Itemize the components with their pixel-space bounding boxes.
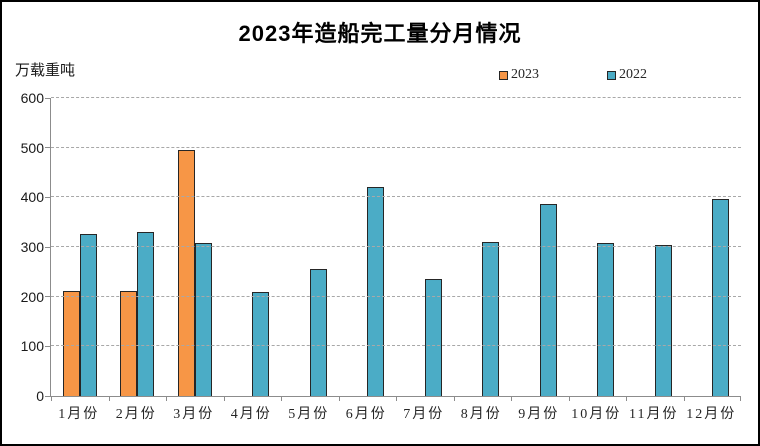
x-axis-label-5月份: 5月份 [288, 407, 330, 422]
month-group-5月份 [281, 98, 339, 396]
y-axis-tick [45, 345, 50, 347]
month-group-11月份 [626, 98, 684, 396]
x-axis-label-11月份: 11月份 [629, 407, 679, 422]
y-axis-label-100: 100 [20, 338, 44, 355]
bar-2022-3月份 [194, 243, 212, 396]
month-group-1月份 [51, 98, 109, 396]
y-axis-tick [45, 97, 50, 99]
x-axis-tick [166, 396, 167, 401]
y-axis-tick [45, 196, 50, 198]
legend: 2023 2022 [499, 67, 647, 83]
bar-2022-12月份 [712, 199, 730, 396]
month-group-9月份 [511, 98, 569, 396]
plot-area [50, 97, 741, 401]
x-axis-tick [453, 396, 455, 401]
y-axis-label-0: 0 [36, 388, 44, 404]
x-axis-tick [396, 396, 397, 401]
month-group-10月份 [569, 98, 627, 396]
bars-container [51, 98, 741, 396]
gridline-600 [51, 97, 741, 98]
y-axis-tick [45, 296, 50, 298]
x-axis-tick [281, 396, 282, 401]
gridline-400 [51, 196, 741, 198]
x-axis-labels: 1月份 2月份 3月份 4月份 5月份 6月份 7月份 8月份 9月份 10月份 11月份 12月份 [50, 403, 740, 423]
bar-2022-11月份 [654, 245, 672, 396]
y-axis-label-400: 400 [20, 189, 44, 206]
x-axis-tick [511, 396, 512, 401]
bar-2022-2月份 [137, 232, 155, 396]
legend-swatch-icon [607, 70, 616, 80]
month-group-2月份 [109, 98, 167, 396]
y-axis-tick [45, 147, 50, 149]
bar-2022-9月份 [539, 203, 557, 396]
y-axis-unit-label: 万载重吨 [15, 62, 76, 79]
bar-2022-5月份 [309, 268, 327, 396]
y-axis-tick [45, 246, 50, 248]
x-axis-label-4月份: 4月份 [230, 407, 272, 422]
bar-2022-8月份 [482, 241, 500, 396]
bar-2023-3月份 [177, 150, 195, 396]
y-axis-label-600: 600 [20, 90, 44, 106]
chart-title: 2023年造船完工量分月情况 [238, 21, 522, 46]
month-group-8月份 [454, 98, 512, 396]
y-axis-labels: 0 100 200 300 400 500 600 [2, 90, 44, 404]
y-axis-label-200: 200 [20, 288, 44, 305]
legend-swatch-icon [499, 70, 508, 80]
gridline-300 [51, 246, 741, 247]
x-axis-label-1月份: 1月份 [58, 407, 100, 422]
x-axis-tick [568, 396, 570, 401]
bar-2023-2月份 [120, 291, 138, 396]
legend-label: 2022 [619, 67, 647, 82]
x-axis-label-9月份: 9月份 [518, 407, 560, 422]
x-axis-tick [108, 396, 110, 401]
y-axis-tick [45, 395, 50, 397]
x-axis-label-8月份: 8月份 [460, 407, 502, 422]
x-axis-label-12月份: 12月份 [686, 407, 737, 422]
gridline-500 [51, 146, 741, 148]
gridline-100 [51, 345, 741, 347]
month-group-4月份 [224, 98, 282, 396]
y-axis-label-500: 500 [20, 139, 44, 156]
y-axis-tick-marks [45, 97, 50, 397]
legend-item-2022: 2022 [607, 67, 647, 83]
legend-label: 2023 [511, 67, 539, 82]
x-axis-label-7月份: 7月份 [403, 407, 445, 422]
month-group-3月份 [166, 98, 224, 396]
x-axis-tick [740, 396, 741, 401]
x-axis-label-6月份: 6月份 [345, 407, 387, 422]
gridline-200 [51, 295, 741, 297]
x-axis-tick [51, 396, 52, 401]
bar-2022-1月份 [79, 233, 97, 396]
y-axis-label-300: 300 [20, 239, 44, 255]
x-axis-tick [223, 396, 225, 401]
x-axis-label-2月份: 2月份 [115, 407, 157, 422]
bar-2022-6月份 [367, 186, 385, 396]
bar-2022-4月份 [252, 292, 270, 396]
bar-2023-1月份 [62, 291, 80, 396]
month-group-6月份 [339, 98, 397, 396]
legend-item-2023: 2023 [499, 67, 539, 83]
x-axis-label-10月份: 10月份 [571, 407, 622, 422]
x-axis-tick [683, 396, 685, 401]
x-axis-label-3月份: 3月份 [173, 407, 215, 422]
month-group-12月份 [684, 98, 742, 396]
bar-2022-7月份 [424, 279, 442, 396]
x-axis-tick [338, 396, 340, 401]
bar-2022-10月份 [597, 242, 615, 396]
x-axis-tick [626, 396, 627, 401]
month-group-7月份 [396, 98, 454, 396]
